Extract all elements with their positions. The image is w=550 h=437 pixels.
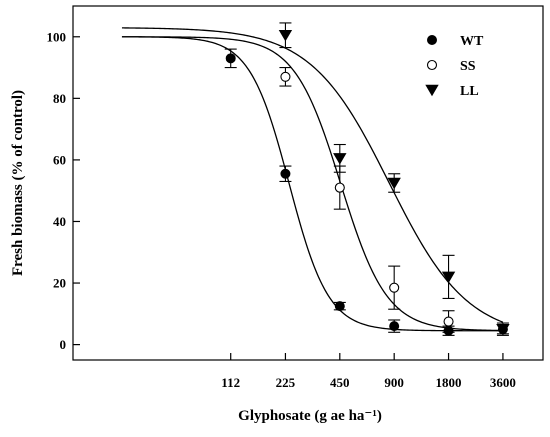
data-point-ll <box>278 30 293 42</box>
x-tick-label: 1800 <box>436 375 462 390</box>
legend-label-ll: LL <box>460 84 479 99</box>
legend-marker-ss <box>426 59 438 71</box>
plot-area <box>121 22 510 336</box>
data-point-wt <box>389 321 400 332</box>
legend-label-ss: SS <box>460 59 476 74</box>
y-tick-label: 80 <box>53 91 66 106</box>
y-tick-label: 20 <box>53 276 66 291</box>
data-point-ss <box>280 71 291 82</box>
x-axis-title: Glyphosate (g ae ha⁻¹) <box>238 408 382 424</box>
data-point-ss <box>443 316 454 327</box>
data-point-ll <box>333 153 347 165</box>
fit-curve-ll <box>121 27 504 323</box>
x-tick-label: 225 <box>276 375 296 390</box>
data-point-ll <box>496 324 510 336</box>
y-tick-label: 0 <box>60 337 67 352</box>
legend-marker-ll <box>425 84 439 97</box>
y-tick-label: 40 <box>53 214 66 229</box>
data-point-ll <box>387 177 401 190</box>
x-tick-label: 900 <box>384 375 404 390</box>
plot-frame <box>72 5 544 361</box>
axes: 0 20 40 60 80 100 112 225 450 900 1800 3600 <box>47 29 516 390</box>
data-point-ss <box>334 182 345 193</box>
fit-curve-ss <box>121 36 503 332</box>
y-tick-label: 60 <box>53 152 66 167</box>
x-tick-label: 450 <box>330 375 350 390</box>
data-point-wt <box>280 168 291 179</box>
data-point-ll <box>441 271 456 284</box>
data-point-ss <box>389 282 400 293</box>
legend-marker-wt <box>427 35 437 45</box>
legend: WT SS LL <box>425 34 484 99</box>
x-tick-label: 112 <box>221 375 240 390</box>
data-point-wt <box>334 301 345 312</box>
y-axis-title: Fresh biomass (% of control) <box>10 90 26 276</box>
x-tick-label: 3600 <box>490 375 516 390</box>
legend-label-wt: WT <box>460 34 484 49</box>
fit-curve-wt <box>121 36 503 332</box>
data-point-wt <box>225 53 236 64</box>
y-tick-label: 100 <box>47 29 67 44</box>
